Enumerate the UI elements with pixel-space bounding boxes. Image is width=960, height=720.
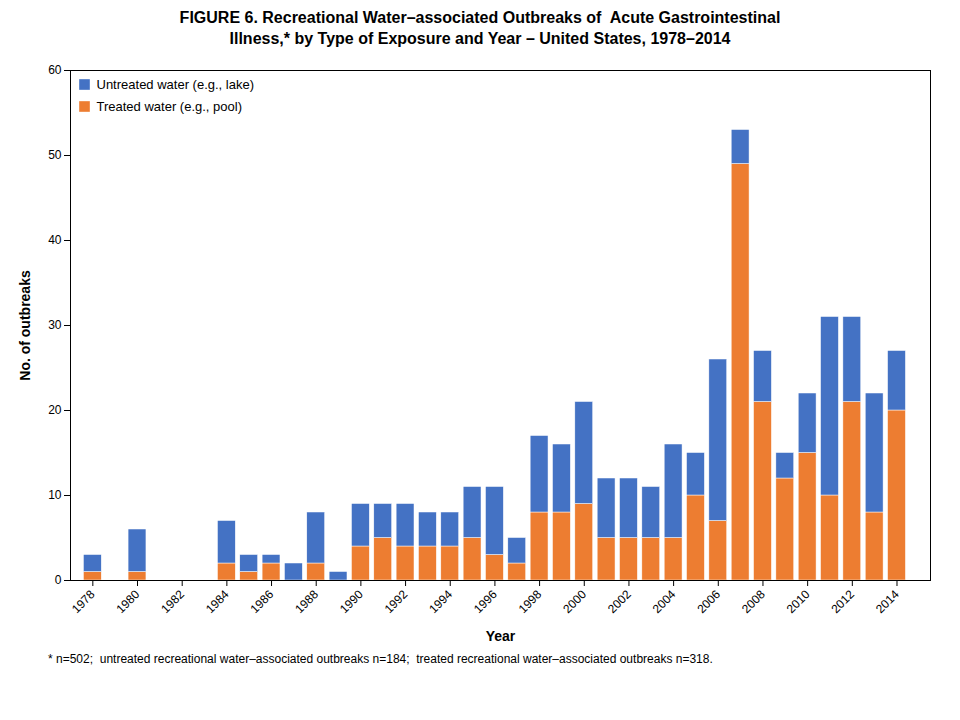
svg-text:2014: 2014 bbox=[873, 587, 902, 616]
html-text:* n=502; untreated recreationa: * n=502; untreated recreational water–as… bbox=[48, 651, 713, 666]
svg-text:0: 0 bbox=[55, 573, 62, 587]
svg-text:50: 50 bbox=[48, 148, 62, 162]
svg-text:1986: 1986 bbox=[248, 587, 277, 616]
svg-text:2012: 2012 bbox=[828, 587, 857, 616]
svg-text:1998: 1998 bbox=[516, 587, 545, 616]
svg-text:1996: 1996 bbox=[471, 587, 500, 616]
svg-text:10: 10 bbox=[48, 488, 62, 502]
svg-text:40: 40 bbox=[48, 233, 62, 247]
svg-text:1992: 1992 bbox=[382, 587, 411, 616]
svg-text:2006: 2006 bbox=[694, 587, 723, 616]
svg-text:30: 30 bbox=[48, 318, 62, 332]
svg-text:1982: 1982 bbox=[158, 587, 187, 616]
svg-text:1988: 1988 bbox=[292, 587, 321, 616]
svg-text:1978: 1978 bbox=[69, 587, 98, 616]
svg-text:2002: 2002 bbox=[605, 587, 634, 616]
svg-text:Year: Year bbox=[486, 627, 516, 643]
svg-text:2010: 2010 bbox=[784, 587, 813, 616]
html-text:FIGURE 6. Recreational Water–a: FIGURE 6. Recreational Water–associated … bbox=[179, 9, 781, 26]
svg-text:2004: 2004 bbox=[650, 587, 679, 616]
svg-text:1980: 1980 bbox=[114, 587, 143, 616]
svg-text:60: 60 bbox=[48, 63, 62, 77]
svg-text:2008: 2008 bbox=[739, 587, 768, 616]
svg-text:No. of outbreaks: No. of outbreaks bbox=[17, 270, 33, 381]
svg-text:20: 20 bbox=[48, 403, 62, 417]
svg-text:1994: 1994 bbox=[426, 587, 455, 616]
svg-text:Untreated water (e.g., lake): Untreated water (e.g., lake) bbox=[97, 76, 255, 91]
svg-text:Treated water (e.g., pool): Treated water (e.g., pool) bbox=[97, 98, 242, 113]
html-text:Illness,* by Type of Exposure: Illness,* by Type of Exposure and Year –… bbox=[229, 29, 731, 47]
svg-text:1984: 1984 bbox=[203, 587, 232, 616]
svg-text:2000: 2000 bbox=[560, 587, 589, 616]
svg-text:1990: 1990 bbox=[337, 587, 366, 616]
